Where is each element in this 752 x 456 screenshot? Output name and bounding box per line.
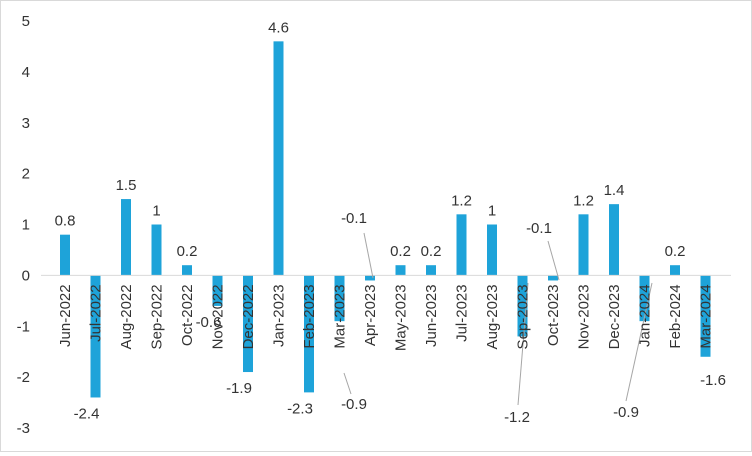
data-label: 4.6 <box>268 19 289 36</box>
y-tick-label: 0 <box>22 267 30 284</box>
x-tick-label: May-2023 <box>393 284 410 351</box>
y-tick-label: 1 <box>22 217 30 234</box>
data-label: 1.4 <box>604 182 625 199</box>
leader-line <box>517 282 529 406</box>
bar <box>395 265 406 276</box>
x-tick-label: Jan-2024 <box>637 284 654 347</box>
leader-line <box>363 232 374 279</box>
bar <box>639 275 650 322</box>
data-label: 0.8 <box>55 213 76 230</box>
y-tick-label: 5 <box>22 13 30 30</box>
bar <box>90 275 101 398</box>
x-tick-label: Apr-2023 <box>362 284 379 346</box>
bar <box>426 265 436 276</box>
y-tick-label: 4 <box>22 64 30 81</box>
bar <box>517 275 528 337</box>
bar <box>60 234 70 276</box>
y-tick-label: 2 <box>22 166 30 183</box>
leader-line <box>547 240 560 281</box>
y-tick-label: -3 <box>17 420 30 437</box>
x-tick-label: Mar-2024 <box>698 284 715 348</box>
data-label: -1.2 <box>504 409 530 426</box>
bar <box>548 275 558 281</box>
bar <box>304 275 314 393</box>
bar <box>212 275 223 306</box>
y-axis: -3 -2 -1 0 1 2 3 4 5 <box>17 13 30 437</box>
x-tick-label: Jun-2022 <box>57 284 74 347</box>
x-tick-label: Mar-2023 <box>332 284 349 348</box>
x-tick-label: Jun-2023 <box>423 284 440 347</box>
bar <box>578 214 589 276</box>
bar <box>243 275 253 373</box>
bar-series <box>60 41 711 398</box>
x-tick-label: Aug-2022 <box>118 284 135 349</box>
data-label: -0.9 <box>613 404 639 421</box>
bar <box>487 224 497 276</box>
bar <box>273 41 284 276</box>
x-tick-label: Feb-2024 <box>667 284 684 348</box>
x-tick-label: Jul-2022 <box>88 284 105 342</box>
bar <box>700 275 711 357</box>
x-tick-label: Jul-2023 <box>454 284 471 342</box>
bar <box>151 224 162 276</box>
x-tick-label: Feb-2023 <box>301 284 318 348</box>
x-tick-label: Sep-2022 <box>149 284 166 349</box>
bar <box>609 204 619 276</box>
bar <box>334 275 345 322</box>
data-labels: 0.8 -2.4 1.5 1 0.2 -0.6 -1.9 4.6 -2.3 -0.9 -0.1 0.2… <box>55 19 726 426</box>
y-tick-label: -2 <box>17 369 30 386</box>
x-tick-label: Dec-2023 <box>606 284 623 349</box>
data-label: 0.2 <box>177 243 198 260</box>
x-axis: Jun-2022 Jul-2022 Aug-2022 Sep-2022 Oct-2022… <box>57 284 715 351</box>
x-tick-label: Nov-2022 <box>210 284 227 349</box>
bar <box>121 199 131 276</box>
data-label: 0.2 <box>390 243 411 260</box>
data-label: -1.9 <box>226 380 252 397</box>
x-tick-label: Aug-2023 <box>484 284 501 349</box>
x-tick-label: Jan-2023 <box>271 284 288 347</box>
data-label: -2.3 <box>287 400 313 417</box>
data-label: -0.1 <box>341 210 367 227</box>
data-label: -0.9 <box>341 396 367 413</box>
bar <box>365 275 375 281</box>
x-tick-label: Oct-2022 <box>179 284 196 346</box>
data-label: 1.5 <box>116 177 137 194</box>
data-label: 0.2 <box>665 243 686 260</box>
bar <box>670 265 680 276</box>
data-label: -2.4 <box>74 405 100 422</box>
y-tick-label: 3 <box>22 115 30 132</box>
leader-lines <box>343 232 653 406</box>
data-label: -0.1 <box>526 220 552 237</box>
bar <box>456 214 467 276</box>
data-label: -1.6 <box>700 372 726 389</box>
data-label: 1.2 <box>573 192 594 209</box>
data-label: 1.2 <box>451 192 472 209</box>
x-tick-label: Nov-2023 <box>576 284 593 349</box>
data-label: -0.6 <box>196 314 222 331</box>
data-label: 1 <box>488 203 496 220</box>
x-tick-label: Sep-2023 <box>515 284 532 349</box>
data-label: 0.2 <box>421 243 442 260</box>
x-tick-label: Dec-2022 <box>240 284 257 349</box>
leader-line <box>625 282 653 402</box>
y-tick-label: -1 <box>17 318 30 335</box>
data-label: 1 <box>152 203 160 220</box>
bar <box>182 265 192 276</box>
leader-line <box>343 372 352 395</box>
x-tick-label: Oct-2023 <box>545 284 562 346</box>
